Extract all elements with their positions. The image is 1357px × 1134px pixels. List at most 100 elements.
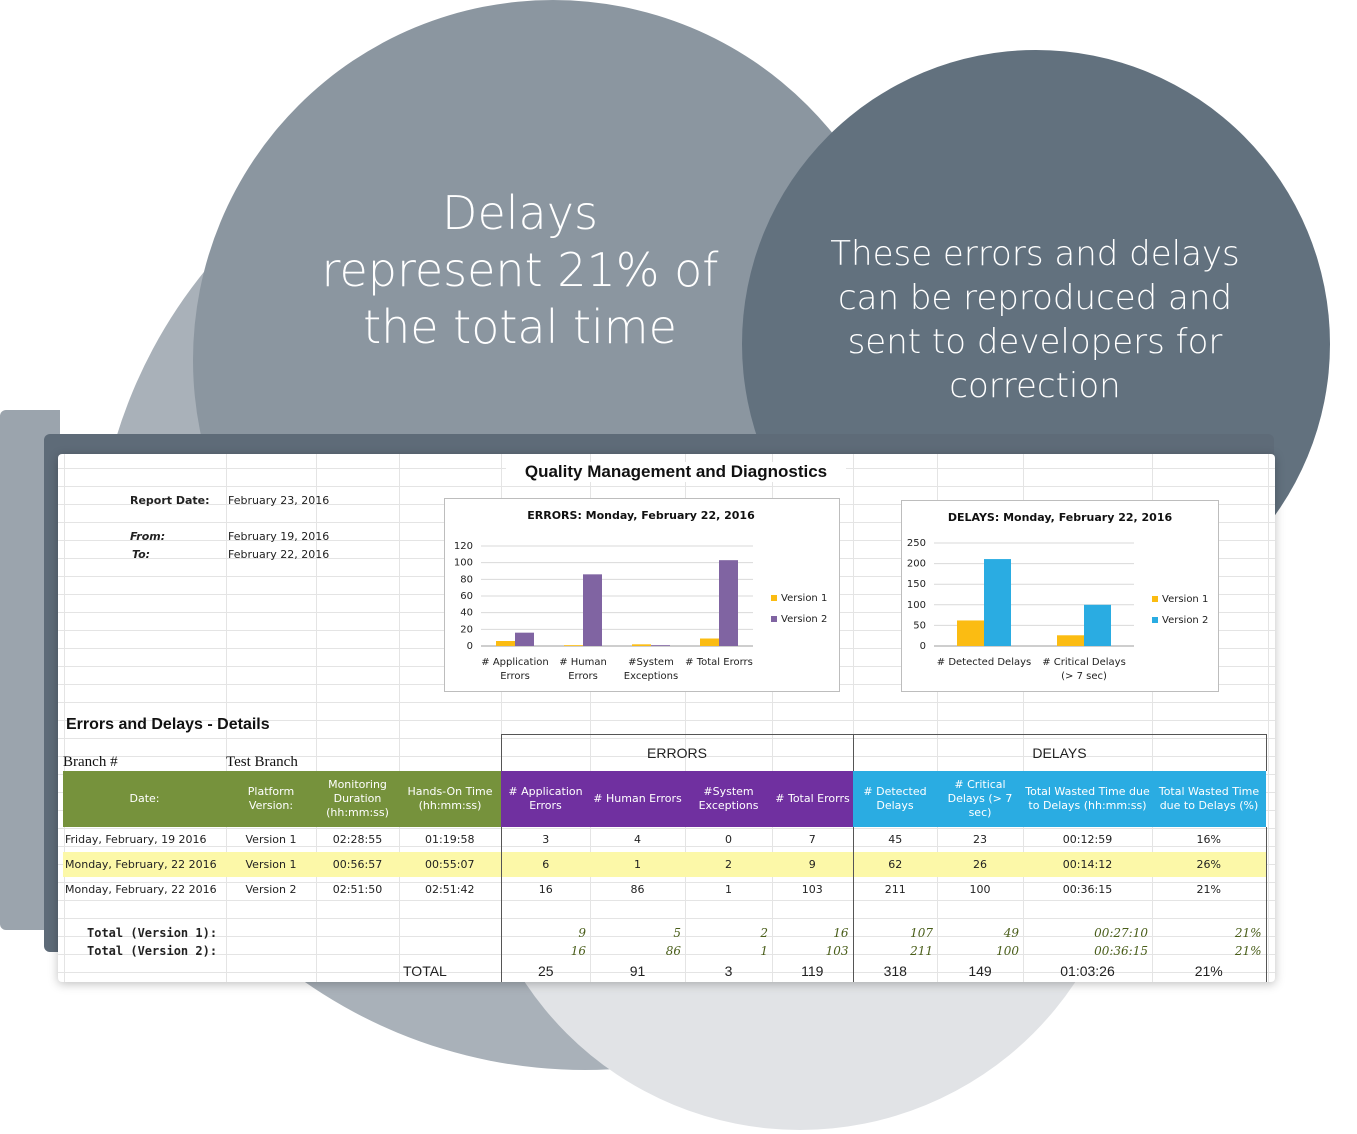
cell: 3: [500, 826, 590, 852]
cell: 6: [500, 851, 590, 877]
grand-total-row: TOTAL 25 91 3 119 318 149 01:03:26 21%: [63, 959, 1267, 982]
cell: 16: [500, 941, 590, 960]
cell: 211: [852, 876, 937, 902]
legend-swatch: [1152, 596, 1158, 602]
cell: 103: [801, 882, 823, 896]
bar: [515, 632, 534, 646]
legend-label: Version 1: [781, 593, 827, 604]
bar: [583, 574, 602, 646]
total-version1-label: Total (Version 1):: [87, 925, 218, 940]
cell: 25: [500, 959, 590, 982]
col-header-monitoring: Monitoring Duration (hh:mm:ss): [316, 770, 399, 827]
cell: 01:19:58: [425, 832, 475, 846]
grid-line: [501, 454, 502, 982]
bar: [984, 559, 1011, 646]
cell: 45: [852, 826, 937, 852]
x-tick-label: # Human: [559, 657, 607, 668]
cell: 2: [760, 925, 768, 940]
delays-group-header: DELAYS: [852, 734, 1267, 771]
cell: 02:28:55: [332, 832, 383, 846]
cell: 23: [973, 832, 987, 846]
headline-line: These errors and delays: [830, 234, 1240, 274]
from-label: From:: [130, 530, 166, 543]
cell: 00:36:15: [1062, 882, 1113, 896]
cell: 2: [685, 851, 772, 877]
cell: 5: [673, 925, 681, 940]
headline-line: sent to developers for: [847, 322, 1223, 362]
col-header-platform: Platform Version:: [226, 770, 316, 827]
from-date: February 19, 2016: [228, 530, 330, 543]
chart-title: DELAYS: Monday, February 22, 2016: [948, 511, 1173, 524]
bar: [651, 645, 670, 646]
cell: 91: [629, 962, 646, 979]
headline-line: the total time: [363, 300, 677, 354]
cell: 3: [724, 962, 733, 979]
cell: 00:56:57: [316, 851, 399, 877]
cell: 00:55:07: [399, 851, 501, 877]
grid-line: [1268, 454, 1269, 982]
x-tick-label: Errors: [500, 671, 530, 682]
cell: 100: [969, 882, 991, 896]
table-row: Monday, February, 22 2016 Version 2 02:5…: [63, 876, 1267, 902]
col-header-total-errors: # Total Erorrs: [772, 770, 853, 827]
report-date-label: Report Date:: [130, 494, 210, 507]
grid-line: [226, 454, 227, 982]
y-tick-label: 80: [460, 574, 473, 585]
legend-label: Version 2: [781, 614, 827, 625]
legend-label: Version 2: [1162, 615, 1208, 626]
details-table: Branch # Test Branch ERRORS DELAYS Date:…: [63, 734, 1267, 982]
cell: 4: [634, 832, 641, 846]
cell: Version 1: [245, 832, 297, 846]
cell: 26%: [1152, 851, 1267, 877]
legend-swatch: [771, 595, 777, 601]
col-header-human-errors: # Human Errors: [590, 770, 685, 827]
col-header-critical-delays: # Critical Delays (> 7 sec): [937, 770, 1023, 827]
total-version2-row: Total (Version 2): 16 86 1 103 211 100 0…: [63, 941, 1267, 960]
cell: Version 1: [226, 851, 316, 877]
cell: 211: [852, 941, 937, 960]
cell: 21%: [1152, 941, 1267, 960]
y-tick-label: 250: [907, 538, 926, 549]
headline-reproduce: These errors and delays can be reproduce…: [800, 232, 1270, 408]
cell: 119: [801, 962, 824, 979]
cell: Monday, February, 22 2016: [65, 882, 217, 896]
branch-label: Branch #: [63, 753, 118, 770]
table-row-highlighted: Monday, February, 22 2016 Version 1 00:5…: [63, 851, 1267, 877]
cell: 1: [760, 943, 768, 958]
col-header-wasted-pct: Total Wasted Time due to Delays (%): [1152, 770, 1266, 827]
cell: 7: [808, 832, 816, 846]
cell: 62: [852, 851, 937, 877]
grid-line: [937, 454, 938, 982]
delays-chart-svg: DELAYS: Monday, February 22, 2016 0 50 100 1…: [907, 511, 1208, 682]
cell: 02:51:42: [425, 882, 475, 896]
legend-swatch: [1152, 617, 1158, 623]
branch-value: Test Branch: [226, 753, 298, 770]
col-header-detected-delays: # Detected Delays: [853, 770, 937, 827]
sheet-title: Quality Management and Diagnostics: [506, 462, 846, 482]
errors-chart: ERRORS: Monday, February 22, 2016 0 20 40 60…: [444, 498, 840, 692]
x-tick-label: #System: [628, 657, 674, 668]
cell: 9: [500, 923, 590, 942]
grid-line: [772, 454, 773, 982]
x-tick-label: (> 7 sec): [1061, 671, 1107, 682]
headline-line: represent 21% of: [321, 243, 719, 297]
cell: 16%: [1152, 826, 1267, 852]
y-tick-label: 100: [907, 600, 926, 611]
y-tick-label: 20: [460, 624, 473, 635]
to-date: February 22, 2016: [228, 548, 330, 561]
col-header-wasted-time: Total Wasted Time due to Delays (hh:mm:s…: [1023, 770, 1152, 827]
bar: [632, 644, 651, 646]
y-tick-label: 120: [454, 541, 473, 552]
bar: [1084, 604, 1111, 646]
cell: 00:12:59: [1062, 832, 1113, 846]
col-header-system-exceptions: #System Exceptions: [685, 770, 772, 827]
bar: [564, 645, 583, 646]
grand-total-label: TOTAL: [403, 962, 447, 979]
bar: [719, 560, 738, 646]
cell: 149: [968, 962, 992, 979]
table-row: Friday, February, 19 2016 Version 1 02:2…: [63, 826, 1267, 852]
total-version2-label: Total (Version 2):: [87, 943, 218, 958]
cell: 49: [1003, 925, 1019, 940]
legend-swatch: [771, 616, 777, 622]
col-header-handson: Hands-On Time (hh:mm:ss): [399, 770, 501, 827]
